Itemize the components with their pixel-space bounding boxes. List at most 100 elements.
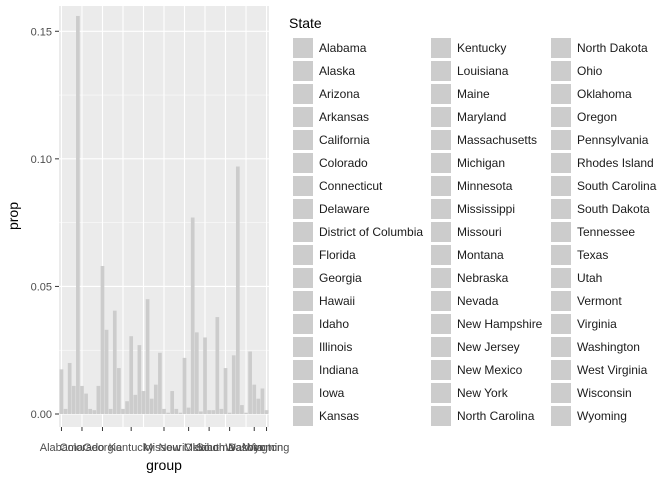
bar	[76, 15, 80, 415]
legend-key	[431, 290, 451, 311]
legend-label: Virginia	[577, 316, 617, 331]
bar	[186, 407, 191, 414]
legend-item: Pennsylvania	[551, 128, 648, 151]
legend-item: Hawaii	[293, 289, 355, 312]
legend-item: Connecticut	[293, 174, 382, 197]
bar	[211, 410, 216, 414]
legend-key	[551, 382, 571, 403]
legend-label: Utah	[577, 270, 603, 285]
bar	[235, 166, 240, 414]
legend-item: Nebraska	[431, 266, 508, 289]
legend-key	[431, 175, 451, 196]
legend-item: Wyoming	[551, 404, 627, 427]
bar	[145, 299, 150, 414]
legend-item: Michigan	[431, 151, 505, 174]
legend-key	[551, 336, 571, 357]
legend-label: Alabama	[319, 40, 367, 55]
bar	[104, 329, 109, 414]
legend-label: North Dakota	[577, 40, 648, 55]
legend-item: Nevada	[431, 289, 498, 312]
legend-item: Kansas	[293, 404, 359, 427]
legend-item: West Virginia	[551, 358, 647, 381]
legend-key	[431, 221, 451, 242]
legend-label: Wyoming	[577, 408, 627, 423]
legend-label: Arkansas	[319, 109, 370, 124]
legend-key	[551, 221, 571, 242]
legend-title: State	[289, 15, 322, 31]
legend-label: Ohio	[577, 63, 603, 78]
legend-label: Maine	[457, 86, 490, 101]
legend-item: Iowa	[293, 381, 344, 404]
legend-key	[431, 198, 451, 219]
legend-label: Illinois	[319, 339, 353, 354]
y-tick-label: 0.05	[31, 281, 52, 293]
legend-label: Rhodes Island	[577, 155, 654, 170]
legend-item: New Jersey	[431, 335, 520, 358]
bar	[59, 369, 64, 414]
bar	[248, 351, 252, 414]
legend-key	[551, 152, 571, 173]
legend-key	[551, 290, 571, 311]
legend-item: North Dakota	[551, 36, 648, 59]
legend-key	[293, 37, 313, 58]
legend-label: South Carolina	[577, 178, 657, 193]
legend-key	[293, 405, 313, 426]
legend-label: California	[319, 132, 370, 147]
legend-key	[293, 60, 313, 81]
legend-item: Tennessee	[551, 220, 635, 243]
legend-item: Wisconsin	[551, 381, 632, 404]
legend-key	[551, 313, 571, 334]
legend-label: Kansas	[319, 408, 360, 423]
legend-label: Nevada	[457, 293, 499, 308]
bar	[219, 408, 224, 414]
legend-item: Washington	[551, 335, 640, 358]
legend-key	[551, 267, 571, 288]
legend-item: Oregon	[551, 105, 617, 128]
legend-item: Arizona	[293, 82, 360, 105]
bar	[215, 317, 220, 414]
legend-item: Arkansas	[293, 105, 369, 128]
legend-item: California	[293, 128, 370, 151]
legend-label: New Jersey	[457, 339, 520, 354]
legend-key	[293, 198, 313, 219]
legend-label: Massachusetts	[457, 132, 538, 147]
bar	[223, 368, 228, 414]
legend-item: Maine	[431, 82, 490, 105]
legend-key	[293, 221, 313, 242]
legend-key	[551, 405, 571, 426]
bar	[112, 310, 117, 414]
bar	[264, 410, 269, 414]
bar	[256, 398, 261, 414]
bar	[166, 412, 170, 414]
legend-key	[293, 83, 313, 104]
y-axis-title: prop	[5, 202, 21, 230]
legend-label: Minnesota	[457, 178, 513, 193]
y-axis-ticks: 0.00 0.05 0.10 0.15	[31, 26, 59, 421]
legend-key	[551, 359, 571, 380]
bar	[88, 408, 93, 414]
legend-key	[293, 175, 313, 196]
legend-key	[551, 198, 571, 219]
bar	[149, 398, 154, 414]
bar	[141, 391, 146, 414]
legend-key	[551, 37, 571, 58]
bar	[137, 345, 142, 414]
legend-item: Delaware	[293, 197, 370, 220]
legend-label: Vermont	[577, 293, 622, 308]
x-tick-label: Oklahoma	[184, 442, 235, 454]
legend-key	[431, 405, 451, 426]
x-tick-label: Georgia	[83, 442, 123, 454]
legend-label: New Hampshire	[457, 316, 543, 331]
legend-item: Louisiana	[431, 59, 508, 82]
bar	[207, 410, 211, 414]
legend-item: Missouri	[431, 220, 502, 243]
legend-item: New Mexico	[431, 358, 522, 381]
bar	[203, 337, 207, 414]
legend-key	[551, 83, 571, 104]
legend-item: Alabama	[293, 36, 366, 59]
bar	[252, 384, 257, 414]
bar	[121, 408, 125, 414]
x-tick-label: Colorado	[60, 442, 105, 454]
bar	[80, 385, 84, 414]
legend-key	[551, 106, 571, 127]
